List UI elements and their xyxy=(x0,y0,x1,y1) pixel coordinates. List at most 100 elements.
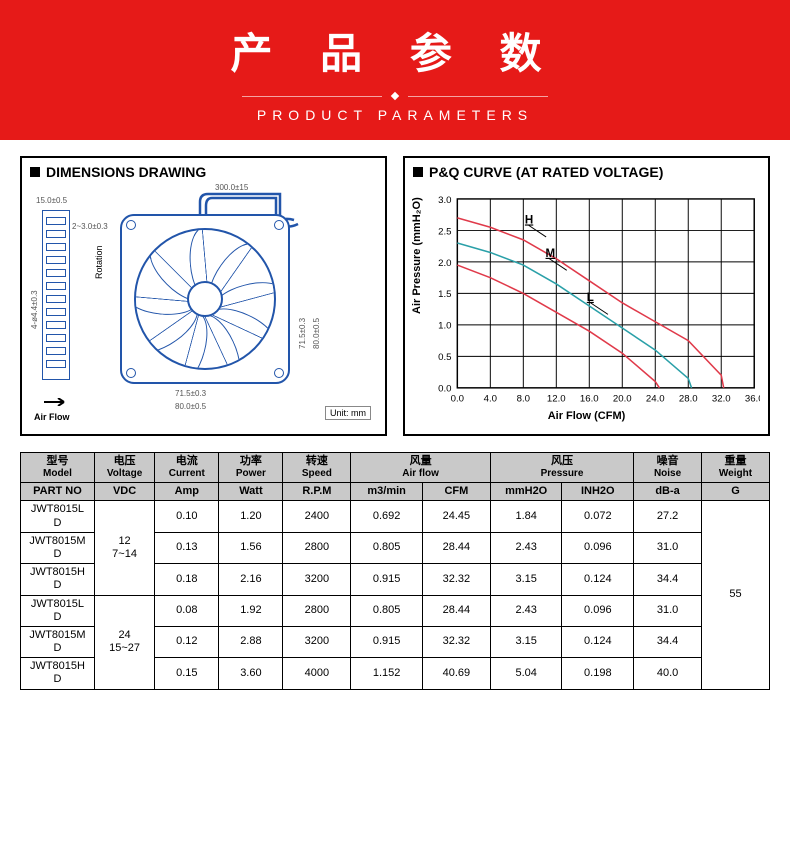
cell-mmh2o: 3.15 xyxy=(490,626,562,657)
mount-hole-icon xyxy=(274,220,284,230)
cell-partno: JWT8015MD xyxy=(21,532,95,563)
cell-cfm: 32.32 xyxy=(422,564,490,595)
cell-cfm: 28.44 xyxy=(422,532,490,563)
cell-inh2o: 0.124 xyxy=(562,626,634,657)
table-subheader: G xyxy=(702,483,770,501)
cell-cfm: 28.44 xyxy=(422,595,490,626)
cell-inh2o: 0.124 xyxy=(562,564,634,595)
svg-text:3.0: 3.0 xyxy=(438,195,451,206)
cell-watt: 1.20 xyxy=(219,501,283,532)
table-subheader: mmH2O xyxy=(490,483,562,501)
table-subheader: PART NO xyxy=(21,483,95,501)
cell-db: 34.4 xyxy=(634,626,702,657)
table-row: JWT8015LD127~140.101.2024000.69224.451.8… xyxy=(21,501,770,532)
svg-text:H: H xyxy=(525,214,533,226)
cell-m3min: 0.805 xyxy=(351,595,423,626)
table-header: 噪音Noise xyxy=(634,453,702,483)
table-header: 转速Speed xyxy=(283,453,351,483)
page-title: 产 品 参 数 xyxy=(0,20,790,81)
svg-text:M: M xyxy=(546,248,556,260)
cell-rpm: 3200 xyxy=(283,564,351,595)
cell-rpm: 4000 xyxy=(283,658,351,689)
cell-mmh2o: 2.43 xyxy=(490,532,562,563)
cell-db: 31.0 xyxy=(634,595,702,626)
x-axis-label: Air Flow (CFM) xyxy=(413,410,760,422)
cell-inh2o: 0.096 xyxy=(562,532,634,563)
panels-row: DIMENSIONS DRAWING 15.0±0.5 2~3.0±0.3 4-… xyxy=(0,140,790,446)
cell-mmh2o: 1.84 xyxy=(490,501,562,532)
airflow-arrow-icon xyxy=(44,398,70,406)
cell-cfm: 40.69 xyxy=(422,658,490,689)
mount-hole-icon xyxy=(126,220,136,230)
table-subheader: VDC xyxy=(94,483,154,501)
spec-table: 型号Model电压Voltage电流Current功率Power转速Speed风… xyxy=(20,452,770,690)
cell-mmh2o: 2.43 xyxy=(490,595,562,626)
cell-weight: 55 xyxy=(702,501,770,689)
cell-rpm: 2400 xyxy=(283,501,351,532)
svg-text:0.0: 0.0 xyxy=(438,384,451,395)
svg-text:2.0: 2.0 xyxy=(438,258,451,269)
dim-mount-holes: 4-ø4.4±0.3 xyxy=(30,290,39,329)
svg-text:24.0: 24.0 xyxy=(646,393,665,404)
cell-db: 40.0 xyxy=(634,658,702,689)
table-row: JWT8015LD2415~270.081.9228000.80528.442.… xyxy=(21,595,770,626)
cell-m3min: 0.805 xyxy=(351,532,423,563)
cell-voltage: 2415~27 xyxy=(94,595,154,689)
rotation-label: Rotation xyxy=(94,245,104,279)
dim-outer-h: 80.0±0.5 xyxy=(312,318,321,349)
chart-svg: 0.04.08.012.016.020.024.028.032.036.00.0… xyxy=(413,184,760,424)
table-subheader: CFM xyxy=(422,483,490,501)
cell-watt: 2.16 xyxy=(219,564,283,595)
fan-circle xyxy=(134,228,276,370)
cell-rpm: 2800 xyxy=(283,532,351,563)
cell-amp: 0.12 xyxy=(155,626,219,657)
svg-text:1.0: 1.0 xyxy=(438,321,451,332)
svg-text:0.5: 0.5 xyxy=(438,352,451,363)
table-header: 型号Model xyxy=(21,453,95,483)
cell-watt: 1.92 xyxy=(219,595,283,626)
square-icon xyxy=(30,167,40,177)
table-header: 风压Pressure xyxy=(490,453,633,483)
dim-thickness: 15.0±0.5 xyxy=(36,196,67,205)
page-subtitle: PRODUCT PARAMETERS xyxy=(0,107,790,123)
svg-text:12.0: 12.0 xyxy=(547,393,566,404)
cell-amp: 0.08 xyxy=(155,595,219,626)
table-header: 重量Weight xyxy=(702,453,770,483)
chart-title: P&Q CURVE (AT RATED VOLTAGE) xyxy=(413,164,760,180)
header-divider xyxy=(0,93,790,99)
table-subheader: Watt xyxy=(219,483,283,501)
svg-text:0.0: 0.0 xyxy=(451,393,464,404)
svg-text:8.0: 8.0 xyxy=(517,393,530,404)
cell-amp: 0.15 xyxy=(155,658,219,689)
dim-wire-len: 300.0±15 xyxy=(215,183,248,192)
dim-inner-h: 71.5±0.3 xyxy=(298,318,307,349)
cell-amp: 0.10 xyxy=(155,501,219,532)
chart-title-text: P&Q CURVE (AT RATED VOLTAGE) xyxy=(429,164,663,180)
table-header: 电流Current xyxy=(155,453,219,483)
svg-text:28.0: 28.0 xyxy=(679,393,698,404)
square-icon xyxy=(413,167,423,177)
cell-watt: 1.56 xyxy=(219,532,283,563)
cell-mmh2o: 3.15 xyxy=(490,564,562,595)
dimensions-title-text: DIMENSIONS DRAWING xyxy=(46,164,206,180)
cell-watt: 2.88 xyxy=(219,626,283,657)
table-subheader: R.P.M xyxy=(283,483,351,501)
svg-text:32.0: 32.0 xyxy=(712,393,731,404)
fan-hub xyxy=(187,281,223,317)
fan-sideview xyxy=(42,210,70,380)
pq-chart-panel: P&Q CURVE (AT RATED VOLTAGE) Air Pressur… xyxy=(403,156,770,436)
airflow-label: Air Flow xyxy=(34,412,70,422)
cell-db: 34.4 xyxy=(634,564,702,595)
spec-table-container: 型号Model电压Voltage电流Current功率Power转速Speed风… xyxy=(0,446,790,710)
table-header: 电压Voltage xyxy=(94,453,154,483)
cell-db: 31.0 xyxy=(634,532,702,563)
table-subheader: INH2O xyxy=(562,483,634,501)
mount-hole-icon xyxy=(274,368,284,378)
unit-label: Unit: mm xyxy=(325,406,371,420)
cell-partno: JWT8015LD xyxy=(21,595,95,626)
svg-text:2.5: 2.5 xyxy=(438,226,451,237)
cell-m3min: 0.915 xyxy=(351,564,423,595)
cell-partno: JWT8015LD xyxy=(21,501,95,532)
pq-chart: Air Pressure (mmH₂O) 0.04.08.012.016.020… xyxy=(413,184,760,424)
cell-inh2o: 0.198 xyxy=(562,658,634,689)
